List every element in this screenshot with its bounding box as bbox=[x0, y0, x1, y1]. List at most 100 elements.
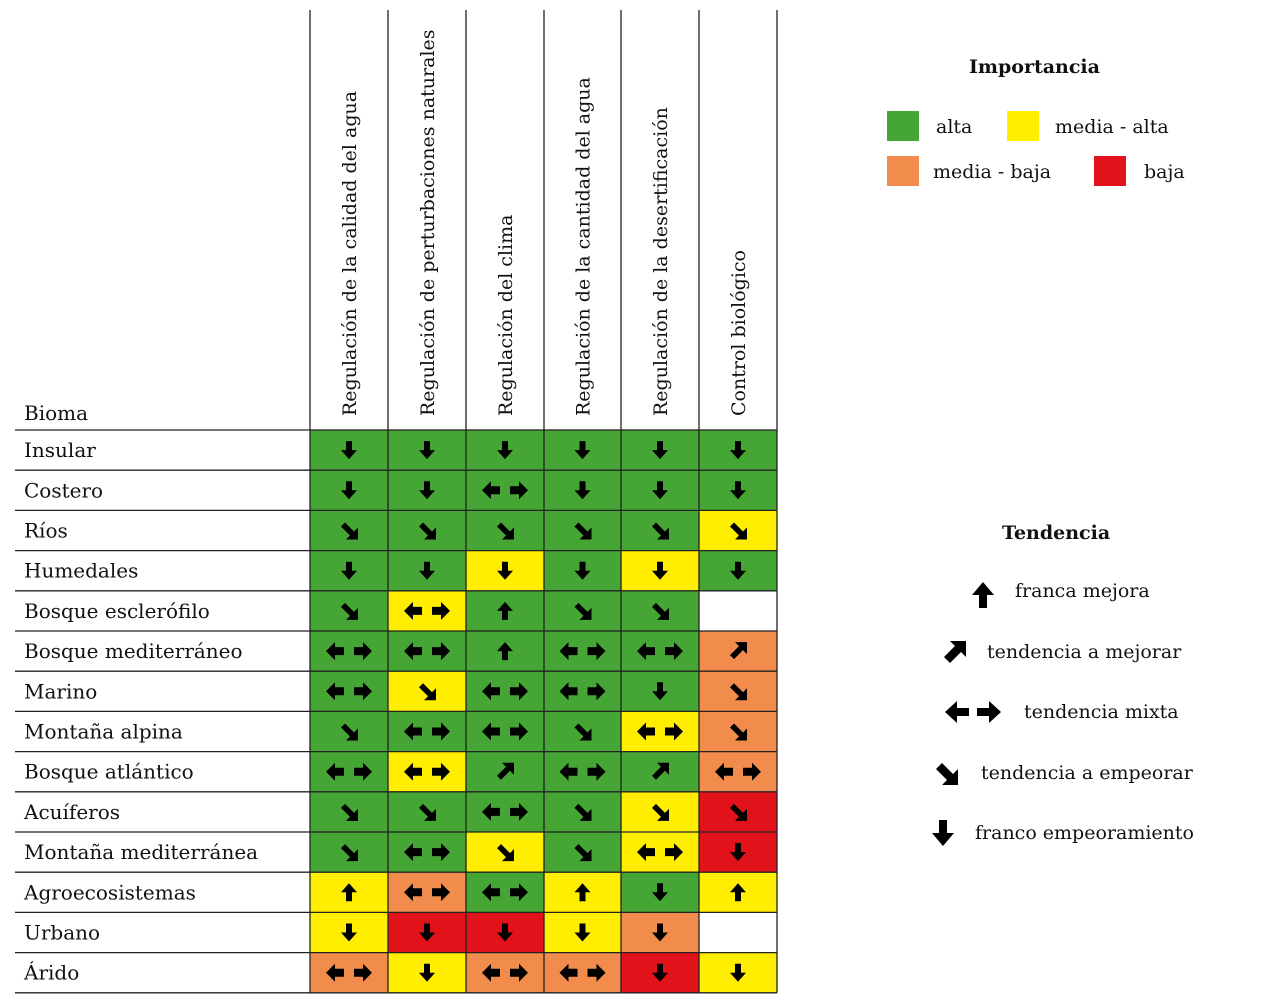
trend-arrow-down-right-icon bbox=[341, 522, 358, 540]
row-label: Árido bbox=[23, 961, 79, 985]
trend-arrow-down-icon bbox=[652, 963, 668, 982]
trend-arrow-mixed-icon bbox=[559, 682, 606, 701]
column-header: Regulación de la cantidad del agua bbox=[573, 77, 595, 416]
cell bbox=[544, 952, 621, 993]
trend-arrow-down-right-icon bbox=[497, 844, 514, 862]
trend-arrow-mixed-icon bbox=[326, 762, 372, 781]
cell bbox=[699, 590, 777, 631]
trend-arrow-mixed-icon bbox=[637, 722, 683, 741]
trend-legend-title: Tendencia bbox=[1002, 522, 1111, 544]
trend-arrow-down-right-icon bbox=[341, 803, 358, 821]
cell bbox=[310, 751, 388, 792]
trend-arrow-down-right-icon bbox=[574, 723, 592, 741]
trend-arrow-mixed-icon bbox=[482, 481, 528, 500]
trend-arrow-mixed-icon bbox=[559, 642, 606, 661]
trend-arrow-down-right-icon bbox=[652, 522, 669, 540]
cell bbox=[466, 671, 544, 712]
cell bbox=[621, 711, 699, 752]
trend-arrow-down-icon bbox=[652, 923, 668, 942]
trend-arrow-mixed-icon bbox=[404, 722, 450, 741]
trend-arrow-down-icon bbox=[419, 963, 435, 982]
trend-arrow-up-right-icon bbox=[730, 642, 747, 660]
arrow-up-icon-shape bbox=[972, 582, 994, 608]
trend-arrow-down-right-icon bbox=[419, 683, 436, 701]
cell bbox=[466, 470, 544, 511]
cell bbox=[621, 832, 699, 873]
trend-arrow-down-icon bbox=[341, 923, 357, 942]
row-label: Humedales bbox=[24, 559, 138, 583]
row-label: Bosque atlántico bbox=[24, 760, 194, 784]
trend-arrow-down-icon bbox=[497, 561, 513, 580]
trend-arrow-down-icon bbox=[730, 441, 746, 460]
cell bbox=[621, 631, 699, 672]
trend-arrow-down-icon bbox=[730, 561, 746, 580]
trend-arrow-down-icon bbox=[652, 441, 668, 460]
trend-arrow-mixed-icon bbox=[326, 963, 372, 982]
cell bbox=[310, 631, 388, 672]
arrow-up-right-icon-shape bbox=[944, 641, 966, 663]
row-label: Insular bbox=[24, 438, 96, 462]
trend-arrow-mixed-icon bbox=[404, 642, 450, 661]
row-label: Ríos bbox=[24, 519, 68, 543]
arrow-down-icon-shape bbox=[932, 820, 954, 846]
cell bbox=[466, 872, 544, 913]
trend-arrow-up-right-icon bbox=[497, 762, 514, 780]
row-label: Urbano bbox=[24, 921, 100, 945]
cell bbox=[388, 631, 466, 672]
cell bbox=[466, 952, 544, 993]
trend-arrow-down-icon bbox=[652, 481, 668, 500]
cell bbox=[544, 671, 621, 712]
importance-legend-title: Importancia bbox=[969, 56, 1100, 78]
arrow-down-right-icon-shape bbox=[936, 763, 958, 785]
swatch-label-baja: baja bbox=[1144, 161, 1185, 183]
cell bbox=[466, 711, 544, 752]
trend-arrow-down-icon bbox=[730, 843, 746, 862]
cell bbox=[699, 912, 777, 953]
trend-arrow-down-right-icon bbox=[730, 803, 747, 821]
arrow-mixed-icon bbox=[945, 701, 1001, 723]
cell bbox=[388, 751, 466, 792]
trend-arrow-up-icon bbox=[497, 642, 513, 661]
trend-arrow-down-right-icon bbox=[419, 522, 436, 540]
trend-label-up-right: tendencia a mejorar bbox=[987, 641, 1182, 663]
cell bbox=[699, 751, 777, 792]
trend-arrow-down-right-icon bbox=[497, 522, 514, 540]
swatch-alta bbox=[887, 111, 919, 141]
trend-arrow-down-right-icon bbox=[574, 803, 592, 821]
arrow-up-right-icon bbox=[944, 641, 966, 663]
row-label: Marino bbox=[24, 679, 97, 703]
trend-arrow-mixed-icon bbox=[404, 762, 450, 781]
trend-arrow-down-right-icon bbox=[419, 803, 436, 821]
trend-arrow-mixed-icon bbox=[326, 642, 372, 661]
trend-arrow-mixed-icon bbox=[637, 843, 683, 862]
trend-arrow-down-icon bbox=[419, 561, 435, 580]
trend-arrow-down-icon bbox=[574, 441, 591, 460]
swatch-label-alta: alta bbox=[936, 116, 973, 138]
cell bbox=[544, 751, 621, 792]
row-label: Bosque esclerófilo bbox=[24, 599, 210, 623]
trend-arrow-down-icon bbox=[652, 561, 668, 580]
trend-arrow-down-icon bbox=[497, 923, 513, 942]
trend-arrow-mixed-icon bbox=[559, 762, 606, 781]
row-header-bioma: Bioma bbox=[24, 401, 88, 425]
cell bbox=[544, 631, 621, 672]
trend-arrow-mixed-icon bbox=[482, 963, 528, 982]
cell bbox=[388, 711, 466, 752]
row-label: Acuíferos bbox=[23, 800, 120, 824]
trend-arrow-up-right-icon bbox=[652, 762, 669, 780]
row-label: Agroecosistemas bbox=[23, 880, 196, 904]
column-header: Control biológico bbox=[728, 250, 750, 416]
arrow-mixed-icon-shape bbox=[945, 701, 1001, 723]
arrow-down-icon bbox=[932, 820, 954, 846]
row-label: Montaña mediterránea bbox=[24, 840, 258, 864]
trend-arrow-down-right-icon bbox=[341, 602, 358, 620]
column-header: Regulación del clima bbox=[495, 215, 517, 416]
column-header: Regulación de la desertificación bbox=[650, 107, 672, 416]
cell bbox=[388, 832, 466, 873]
trend-arrow-down-right-icon bbox=[341, 844, 358, 862]
trend-arrow-down-icon bbox=[652, 682, 668, 701]
cell bbox=[388, 590, 466, 631]
trend-arrow-down-right-icon bbox=[574, 602, 592, 620]
trend-arrow-up-icon bbox=[341, 883, 357, 902]
trend-arrow-mixed-icon bbox=[404, 883, 450, 902]
